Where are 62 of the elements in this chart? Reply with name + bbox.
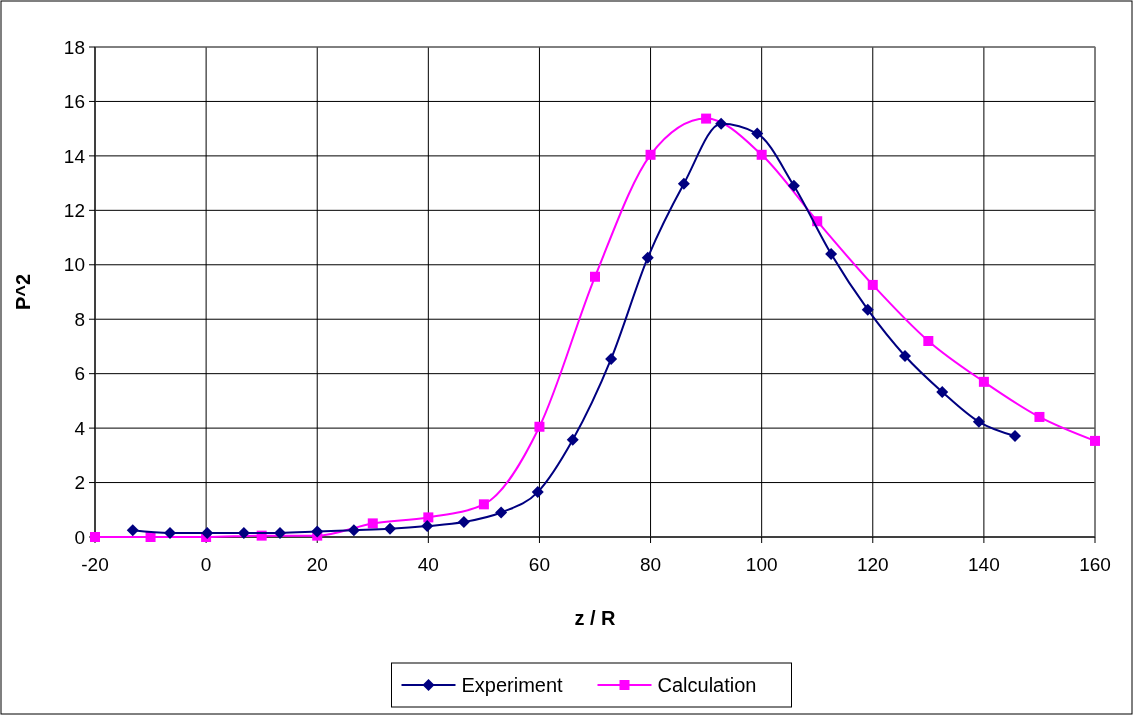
point [164, 526, 176, 539]
point [645, 149, 656, 160]
x-tick-label: 40 [417, 554, 439, 575]
y-tick-label: 0 [74, 526, 85, 548]
y-tick-label: 16 [63, 91, 85, 113]
point [531, 486, 544, 499]
point [1034, 411, 1045, 422]
point [701, 113, 712, 124]
point [384, 522, 396, 535]
point [825, 247, 838, 260]
point [566, 433, 579, 446]
point [787, 179, 800, 192]
point [311, 525, 324, 538]
legend-label: Experiment [461, 674, 564, 696]
point [1009, 430, 1021, 443]
x-tick-label: 160 [1079, 554, 1111, 575]
point [126, 524, 139, 537]
y-tick-label: 8 [74, 308, 85, 330]
point [423, 512, 434, 523]
x-tick-label: 60 [528, 554, 551, 575]
point [367, 518, 378, 529]
point [972, 415, 985, 428]
point [677, 177, 690, 190]
y-axis-title: P^2 [12, 273, 34, 311]
point [641, 251, 654, 264]
x-tick-label: -20 [81, 554, 109, 575]
y-tick-label: 10 [63, 254, 85, 276]
legend-label: Calculation [657, 674, 757, 696]
x-axis-title: z / R [574, 607, 617, 629]
point [899, 349, 911, 362]
point [347, 524, 360, 537]
y-tick-label: 18 [63, 36, 85, 58]
x-tick-label: 100 [745, 554, 778, 575]
y-tick-label: 6 [74, 363, 85, 385]
y-tick-label: 2 [74, 472, 85, 494]
point [978, 376, 989, 387]
point [421, 520, 434, 533]
y-tick-label: 12 [63, 199, 85, 221]
point [1090, 435, 1100, 446]
x-tick-label: 20 [306, 554, 328, 575]
point [923, 336, 934, 346]
point [756, 149, 767, 160]
point [936, 385, 949, 398]
point [867, 279, 878, 290]
point [605, 352, 618, 365]
x-tick-label: 80 [639, 554, 662, 575]
point [145, 532, 156, 542]
point [457, 516, 470, 529]
point [590, 271, 600, 282]
point [495, 506, 508, 519]
x-tick-label: 120 [856, 554, 889, 575]
x-tick-label: 140 [968, 554, 1000, 575]
point [715, 117, 728, 130]
y-tick-label: 4 [74, 417, 86, 439]
point [478, 499, 489, 510]
point [861, 303, 874, 316]
x-tick-label: 0 [200, 554, 212, 575]
point [751, 127, 764, 140]
y-tick-label: 14 [63, 145, 86, 167]
point [201, 526, 214, 539]
point [274, 526, 286, 539]
point [534, 421, 545, 432]
